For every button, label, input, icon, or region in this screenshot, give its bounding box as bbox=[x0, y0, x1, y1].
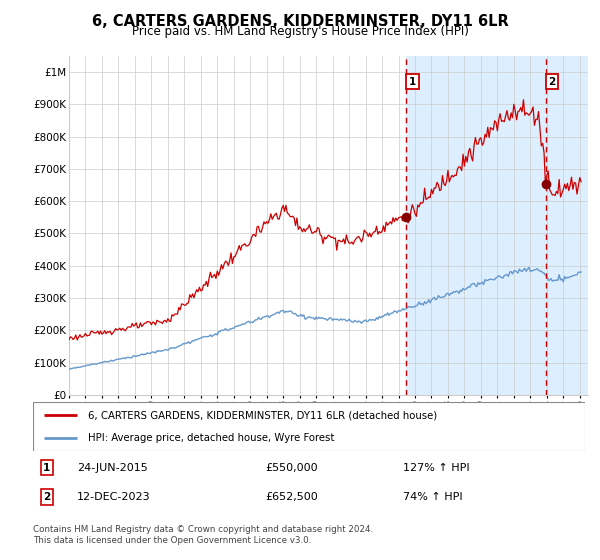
Text: Price paid vs. HM Land Registry's House Price Index (HPI): Price paid vs. HM Land Registry's House … bbox=[131, 25, 469, 38]
Text: 6, CARTERS GARDENS, KIDDERMINSTER, DY11 6LR: 6, CARTERS GARDENS, KIDDERMINSTER, DY11 … bbox=[92, 14, 508, 29]
Text: 74% ↑ HPI: 74% ↑ HPI bbox=[403, 492, 463, 502]
Text: Contains HM Land Registry data © Crown copyright and database right 2024.
This d: Contains HM Land Registry data © Crown c… bbox=[33, 525, 373, 545]
Text: 1: 1 bbox=[43, 463, 50, 473]
Bar bbox=[406, 56, 588, 395]
Text: HPI: Average price, detached house, Wyre Forest: HPI: Average price, detached house, Wyre… bbox=[88, 433, 335, 443]
Text: 2: 2 bbox=[43, 492, 50, 502]
Text: 6, CARTERS GARDENS, KIDDERMINSTER, DY11 6LR (detached house): 6, CARTERS GARDENS, KIDDERMINSTER, DY11 … bbox=[88, 410, 437, 421]
Text: 1: 1 bbox=[409, 77, 416, 87]
Text: 127% ↑ HPI: 127% ↑ HPI bbox=[403, 463, 469, 473]
Text: 12-DEC-2023: 12-DEC-2023 bbox=[77, 492, 151, 502]
Text: 2: 2 bbox=[548, 77, 556, 87]
Text: 24-JUN-2015: 24-JUN-2015 bbox=[77, 463, 148, 473]
Text: £652,500: £652,500 bbox=[265, 492, 317, 502]
FancyBboxPatch shape bbox=[33, 402, 585, 451]
Text: £550,000: £550,000 bbox=[265, 463, 317, 473]
Bar bbox=[546, 56, 588, 395]
